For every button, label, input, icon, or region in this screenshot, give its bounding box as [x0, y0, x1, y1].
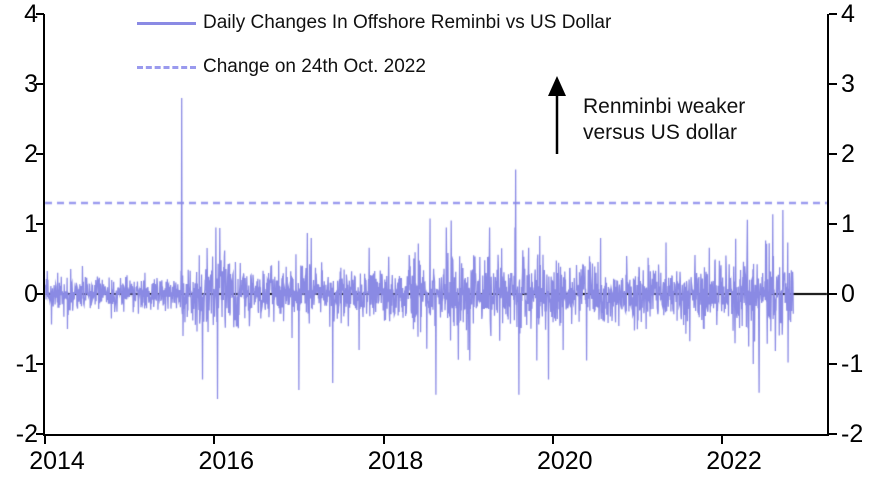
- legend-item-reference: Change on 24th Oct. 2022: [137, 52, 611, 82]
- y-tick-label: 3: [24, 70, 38, 98]
- y-tick-label: 4: [841, 0, 855, 28]
- x-tick: [721, 436, 723, 444]
- y-tick: [829, 153, 837, 155]
- y-tick: [36, 83, 44, 85]
- y-tick: [36, 153, 44, 155]
- y-tick-label: 1: [841, 210, 855, 238]
- x-tick: [44, 436, 46, 444]
- y-tick: [829, 363, 837, 365]
- y-tick-label: 0: [841, 280, 855, 308]
- y-tick-label: -1: [841, 350, 864, 378]
- annotation-line-2: versus US dollar: [583, 121, 738, 144]
- y-tick-label: 0: [24, 280, 38, 308]
- solid-line-icon: [137, 21, 196, 25]
- y-tick-label: 1: [24, 210, 38, 238]
- y-tick: [829, 433, 837, 435]
- x-tick: [551, 436, 554, 444]
- y-tick-label: -1: [15, 350, 38, 378]
- y-tick: [36, 223, 44, 225]
- legend-item-daily-changes: Daily Changes In Offshore Reminbi vs US …: [137, 8, 611, 38]
- x-axis: [43, 434, 829, 436]
- x-tick-label: 2020: [536, 447, 593, 475]
- x-tick-label: 2016: [198, 447, 255, 475]
- y-tick: [829, 293, 837, 295]
- dashed-line-icon: [137, 65, 196, 69]
- y-tick-label: 3: [841, 70, 855, 98]
- legend-label: Change on 24th Oct. 2022: [203, 56, 426, 77]
- y-tick: [36, 433, 44, 435]
- y-axis-right: [827, 14, 829, 436]
- y-axis-left: [43, 14, 45, 436]
- y-tick: [36, 363, 44, 365]
- y-tick: [36, 13, 44, 15]
- y-tick-label: -2: [841, 420, 864, 448]
- y-tick-label: 4: [24, 0, 38, 28]
- x-tick: [382, 436, 385, 444]
- y-tick-label: 2: [841, 140, 855, 168]
- up-arrow-icon: [548, 76, 566, 154]
- legend-label: Daily Changes In Offshore Reminbi vs US …: [203, 12, 612, 33]
- y-tick: [829, 13, 837, 15]
- annotation-line-1: Renminbi weaker: [583, 95, 746, 118]
- legend: Daily Changes In Offshore Reminbi vs US …: [137, 8, 611, 96]
- x-tick: [213, 436, 216, 444]
- x-tick-label: 2014: [29, 447, 85, 475]
- y-tick: [36, 293, 44, 295]
- y-tick: [829, 83, 837, 85]
- y-tick: [829, 223, 837, 225]
- x-tick-label: 2018: [367, 447, 424, 475]
- y-tick-label: -2: [15, 420, 38, 448]
- y-tick-label: 2: [24, 140, 38, 168]
- annotation: Renminbi weaker versus US dollar: [543, 76, 745, 158]
- annotation-text: Renminbi weaker versus US dollar: [583, 94, 745, 158]
- x-tick-label: 2022: [706, 447, 762, 475]
